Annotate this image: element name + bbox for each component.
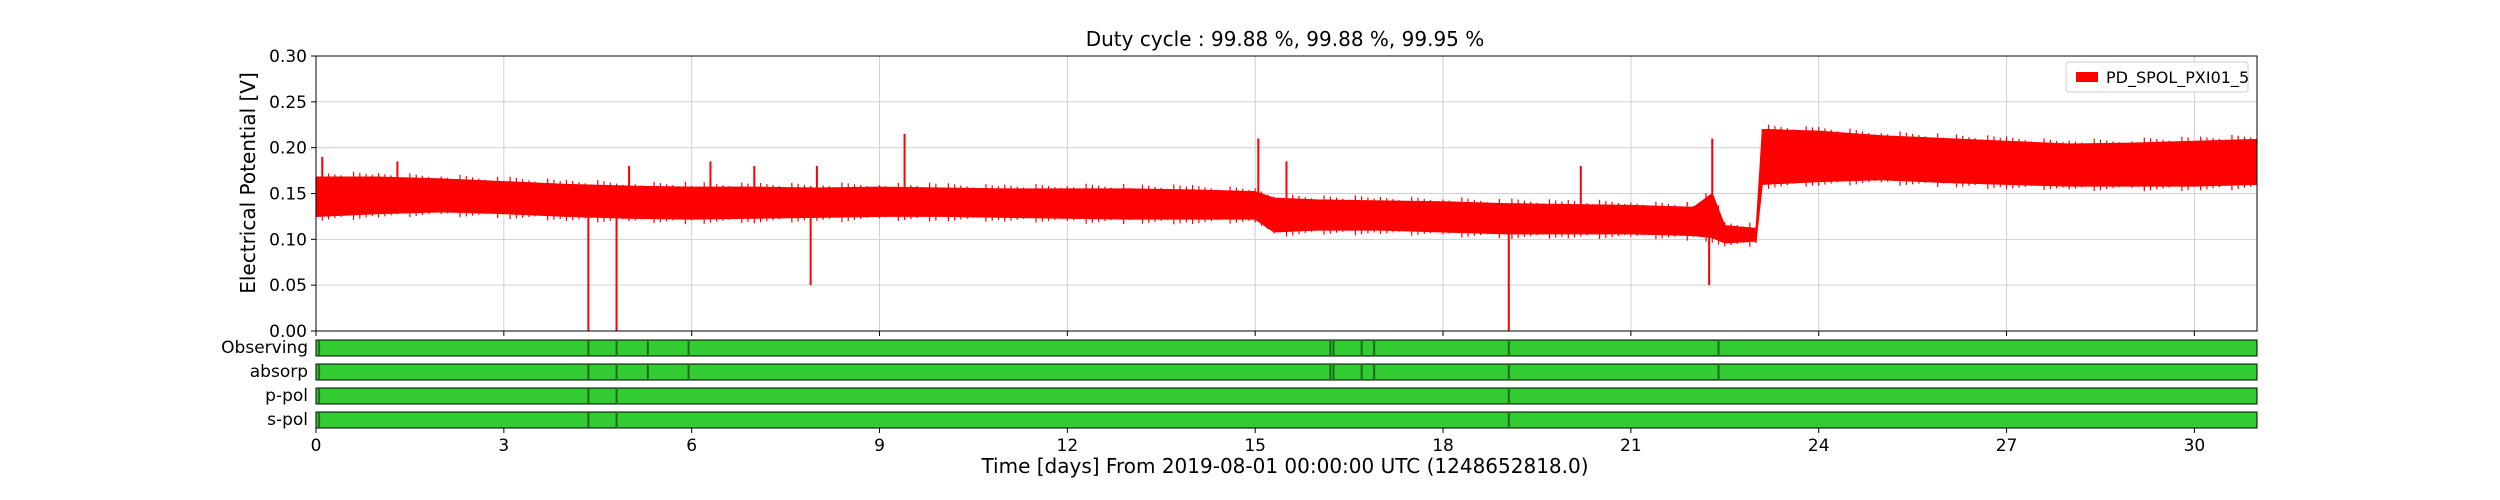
y-tick-label: 0.05 (269, 276, 307, 296)
axes: 0.00 0.05 0.10 0.15 0.20 0.25 0.30 0 3 6 9 12 15 18 21… (269, 47, 2258, 456)
state-bar-label: Observing (221, 338, 308, 358)
state-bar-label: s-pol (267, 410, 308, 430)
x-tick-label: 18 (1432, 436, 1454, 456)
state-bar-label: absorp (250, 362, 308, 382)
state-bar (315, 387, 2258, 405)
y-tick-label: 0.00 (269, 322, 307, 342)
x-tick-label: 12 (1057, 436, 1079, 456)
chart-title: Duty cycle : 99.88 %, 99.88 %, 99.95 % (1086, 27, 1485, 51)
y-tick-label: 0.15 (269, 185, 307, 205)
y-axis-label: Electrical Potential [V] (236, 72, 260, 294)
x-tick-label: 15 (1244, 436, 1266, 456)
legend-label: PD_SPOL_PXI01_5 (2106, 68, 2249, 88)
state-bars: Observing absorp p-pol s-pol (221, 338, 2258, 430)
x-axis-label: Time [days] From 2019-08-01 00:00:00 UTC… (980, 454, 1588, 478)
x-tick-label: 27 (1996, 436, 2018, 456)
x-tick-label: 30 (2184, 436, 2206, 456)
state-bar (315, 363, 2258, 381)
x-tick-label: 3 (498, 436, 509, 456)
state-bar (315, 339, 2258, 357)
state-bar-label: p-pol (265, 386, 308, 406)
plot-area (315, 55, 2258, 332)
state-bar (315, 411, 2258, 429)
y-tick-label: 0.25 (269, 93, 307, 113)
x-tick-label: 24 (1808, 436, 1830, 456)
x-tick-label: 0 (311, 436, 322, 456)
legend-swatch (2076, 72, 2098, 82)
y-tick-label: 0.10 (269, 230, 307, 250)
y-tick-label: 0.30 (269, 47, 307, 67)
y-tick-label: 0.20 (269, 139, 307, 159)
x-tick-label: 9 (874, 436, 885, 456)
x-tick-label: 21 (1620, 436, 1642, 456)
x-tick-label: 6 (686, 436, 697, 456)
legend: PD_SPOL_PXI01_5 (2065, 61, 2249, 93)
legend-box (2065, 61, 2249, 93)
